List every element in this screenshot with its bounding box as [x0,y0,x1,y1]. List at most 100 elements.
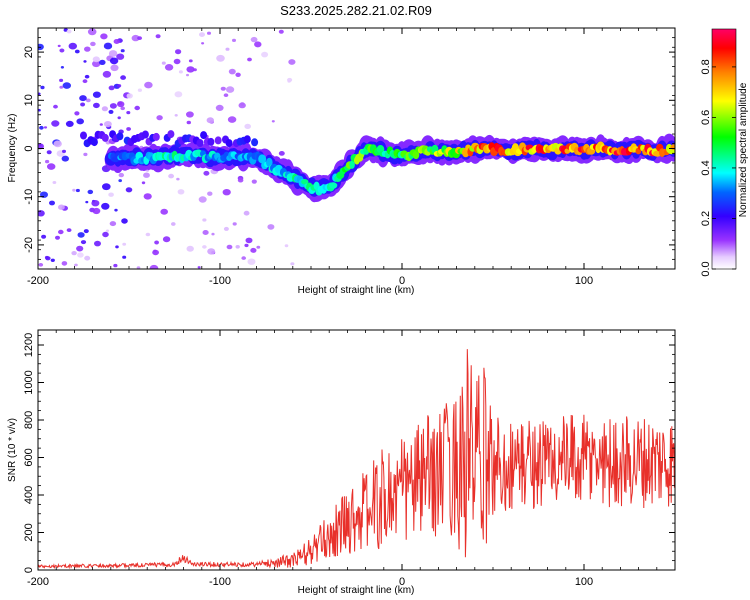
noise-speckle [202,230,209,235]
noise-speckle [223,226,229,231]
noise-speckle [82,79,88,84]
noise-speckle [171,222,176,226]
noise-speckle [106,229,109,232]
spectrogram-x-label: Height of straight line (km) [298,285,415,296]
ridge-core-cell [670,144,675,150]
y-tick-label: 600 [23,448,35,466]
ridge-core-cell [349,160,355,169]
upper-branch-cell [251,138,259,147]
noise-speckle [174,114,178,117]
noise-speckle [55,235,60,240]
snr-x-axis: -200 -100 0 100 [27,330,676,588]
upper-branch-cell [90,138,98,147]
noise-speckle [83,60,87,63]
noise-speckle [143,172,150,178]
upper-branch-cell [243,135,251,144]
noise-speckle [141,181,146,185]
colorbar: 0.0 0.2 0.4 0.6 0.8 Normalized spectral ampl… [700,28,749,277]
noise-speckle [211,232,215,236]
noise-speckle [203,170,210,176]
noise-speckle [186,66,195,73]
colorbar-tick-label: 0.4 [700,160,712,175]
noise-speckle [244,123,251,129]
colorbar-tick-label: 0.6 [700,110,712,125]
noise-speckle [220,86,226,91]
noise-speckle [271,120,275,123]
noise-speckle [108,192,114,197]
y-tick-label: 0 [23,145,35,151]
noise-speckle [117,116,121,120]
noise-speckle [49,200,55,206]
noise-speckle [155,34,161,39]
noise-speckle [120,106,125,111]
noise-speckle [104,121,112,128]
snr-y-axis: 0 200 400 600 800 1000 1200 [23,333,675,573]
noise-speckle [223,93,229,97]
noise-speckle [162,236,171,243]
noise-speckle [154,240,160,245]
noise-speckle [80,102,86,107]
chart-title: S233.2025.282.21.02.R09 [280,3,432,18]
noise-speckle [235,245,240,249]
upper-branch-cell [141,130,149,139]
noise-speckle [237,177,244,183]
noise-speckle [59,78,64,82]
noise-speckle [102,70,112,78]
ridge-core-cell [266,157,273,167]
noise-speckle [177,189,185,195]
y-tick-label: 200 [23,523,35,541]
noise-speckle [110,64,119,72]
noise-speckle [76,245,84,252]
noise-speckle [125,187,133,193]
x-tick-label: 100 [575,576,593,588]
noise-speckle [44,255,49,260]
noise-speckle [120,75,126,80]
upper-branch-cell [101,133,109,142]
noise-speckle [175,49,182,55]
upper-branch-cell [196,139,204,147]
noise-speckle [84,46,91,52]
noise-speckle [247,258,256,265]
noise-speckle [77,252,84,258]
noise-speckle [52,181,57,184]
y-tick-label: 0 [23,567,35,573]
noise-speckle [225,47,230,51]
noise-speckle [287,77,293,82]
noise-speckle [126,93,133,99]
noise-speckle [207,31,211,35]
noise-speckle [199,32,205,37]
noise-speckle [144,81,153,89]
noise-speckle [113,263,118,268]
noise-speckle [92,56,100,63]
ridge-core-cell [258,154,267,164]
noise-speckle [43,126,48,129]
snr-plot-area [38,330,675,570]
noise-speckle [74,111,80,116]
noise-speckle [251,179,257,184]
noise-speckle [76,118,84,125]
noise-speckle [186,120,191,125]
noise-speckle [92,207,101,215]
noise-speckle [58,204,65,210]
noise-speckle [47,163,56,170]
noise-speckle [160,208,168,215]
noise-speckle [186,245,194,252]
noise-speckle [173,58,181,65]
noise-speckle [114,208,118,212]
noise-speckle [207,248,216,255]
noise-speckle [38,210,45,217]
noise-speckle [267,224,275,230]
noise-speckle [71,251,77,256]
noise-speckle [156,115,163,121]
x-tick-label: 100 [575,275,593,287]
noise-speckle [126,127,131,131]
noise-speckle [226,244,233,250]
ridge-core-cell [301,179,309,185]
noise-speckle [66,29,72,34]
noise-speckle [202,218,207,222]
noise-speckle [186,73,189,77]
spectrogram-heatmap [38,28,675,269]
noise-speckle [108,109,114,114]
noise-speckle [176,177,180,181]
